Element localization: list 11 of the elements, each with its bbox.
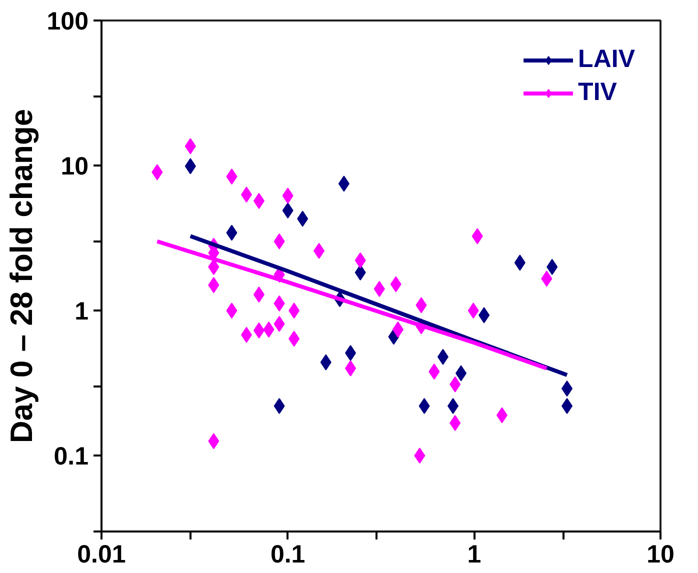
- y-tick-label: 1: [74, 298, 89, 326]
- x-tick-label: 0.01: [77, 540, 126, 568]
- x-tick-label: 0.1: [270, 540, 306, 568]
- y-tick-label: 10: [60, 152, 89, 181]
- x-tick-label: 10: [646, 540, 674, 568]
- y-axis-title: Day 0 – 28 fold change: [4, 108, 39, 444]
- y-tick-label: 0.1: [54, 442, 89, 471]
- legend-label: LAIV: [578, 45, 635, 74]
- y-tick-label: 100: [46, 8, 89, 36]
- legend-label: TIV: [578, 78, 617, 107]
- x-tick-label: 1: [467, 540, 482, 568]
